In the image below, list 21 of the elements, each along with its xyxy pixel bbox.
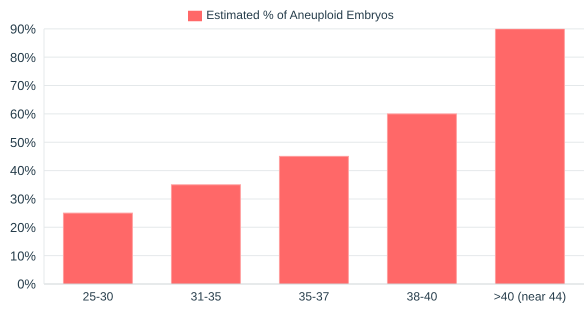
y-tick-label: 20% [10,220,36,235]
y-tick-label: 0% [17,276,36,292]
x-tick-label: >40 (near 44) [494,290,566,304]
y-tick-label: 70% [10,78,36,94]
bar [170,184,241,284]
y-tick-label: 90% [10,21,36,36]
x-tick-label: 25-30 [82,290,114,304]
y-tick-label: 50% [10,134,36,150]
bar [278,156,349,284]
bar [62,212,133,284]
y-tick-label: 30% [10,192,36,207]
y-tick-label: 40% [10,163,36,178]
bar [494,28,565,284]
bar [386,113,457,284]
legend-label: Estimated % of Aneuploid Embryos [206,8,394,22]
x-tick-label: 35-37 [298,290,330,304]
x-tick-label: 31-35 [190,290,222,304]
x-tick-label: 38-40 [406,290,438,304]
y-tick-label: 10% [10,248,36,264]
y-tick-label: 60% [10,106,36,122]
y-tick-label: 80% [10,50,36,65]
